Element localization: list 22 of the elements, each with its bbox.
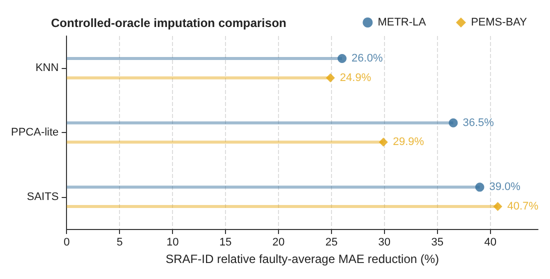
data-label: 40.7% [507, 200, 539, 212]
x-tick-label: 0 [64, 236, 70, 248]
x-tick-label: 15 [219, 236, 232, 248]
y-tick-label: KNN [35, 62, 59, 74]
x-tick-label: 35 [431, 236, 444, 248]
chart-title: Controlled-oracle imputation comparison [51, 16, 286, 30]
x-axis-title: SRAF-ID relative faulty-average MAE reduction (%) [166, 252, 440, 266]
x-tick-label: 40 [484, 236, 496, 248]
data-label: 24.9% [340, 72, 372, 84]
data-label: 29.9% [392, 136, 424, 148]
data-label: 39.0% [489, 181, 521, 194]
legend-label: METR-LA [378, 16, 427, 28]
x-tick-label: 30 [378, 236, 391, 248]
data-label: 36.5% [462, 116, 494, 129]
legend-label: PEMS-BAY [470, 16, 528, 28]
data-label: 26.0% [352, 52, 383, 65]
x-tick-label: 10 [166, 236, 179, 248]
y-tick-label: PPCA-lite [10, 126, 59, 138]
x-tick-label: 20 [272, 236, 285, 248]
y-tick-label: SAITS [26, 190, 59, 203]
x-tick-label: 5 [116, 236, 123, 248]
x-tick-label: 25 [325, 236, 338, 248]
